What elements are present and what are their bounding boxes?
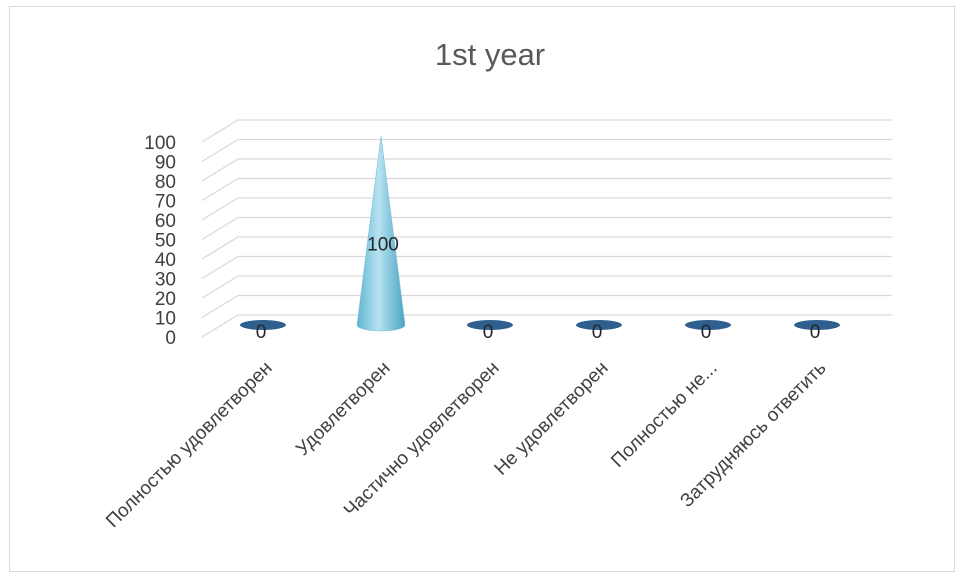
- y-tick-label: 40: [155, 250, 176, 271]
- data-label: 0: [256, 322, 267, 343]
- grid-layer: [201, 119, 892, 338]
- gridline: [201, 158, 892, 182]
- chart-area: 1st year 0 10 20 30 40 50 60 70 80 90 100 0 100 0 0 0 0…: [9, 6, 955, 572]
- category-label: Полностью не...: [607, 358, 721, 472]
- category-label: Полностью удовлетворен: [102, 358, 276, 532]
- y-tick-label: 30: [155, 270, 176, 291]
- y-tick-label: 20: [155, 289, 176, 310]
- data-label: 0: [483, 322, 494, 343]
- category-label: Удовлетворен: [292, 358, 394, 460]
- data-label: 0: [810, 322, 821, 343]
- data-label: 100: [367, 234, 399, 255]
- data-labels: 0 100 0 0 0 0: [256, 234, 821, 343]
- data-label: 0: [592, 322, 603, 343]
- gridline: [201, 236, 892, 260]
- cone-bar-base: [794, 320, 840, 330]
- gridline: [201, 275, 892, 299]
- category-label: Не удовлетворен: [491, 358, 613, 480]
- cone-bar: [356, 135, 406, 332]
- data-label: 0: [701, 322, 712, 343]
- cone-bar-base: [467, 320, 513, 330]
- gridline: [201, 138, 892, 163]
- x-axis: Полностью удовлетворен УдовлетворенЧастич…: [102, 358, 830, 532]
- y-tick-label: 60: [155, 211, 176, 232]
- gridline: [201, 255, 892, 280]
- y-tick-label: 0: [165, 328, 176, 349]
- gridline: [201, 197, 892, 221]
- y-tick-label: 50: [155, 231, 176, 252]
- plot-area: [240, 135, 840, 332]
- y-tick-label: 80: [155, 172, 176, 193]
- gridline: [201, 314, 892, 338]
- y-tick-label: 10: [155, 309, 176, 330]
- y-tick-label: 100: [144, 133, 176, 154]
- cone-bar-base: [576, 320, 622, 330]
- y-tick-label: 70: [155, 192, 176, 213]
- gridline: [201, 119, 892, 143]
- cone-bar-base: [685, 320, 731, 330]
- chart-title: 1st year: [435, 37, 545, 72]
- gridline: [201, 294, 892, 319]
- y-tick-label: 90: [155, 153, 176, 174]
- gridline: [201, 216, 892, 241]
- gridline: [201, 177, 892, 202]
- cone-bar-base: [240, 320, 286, 330]
